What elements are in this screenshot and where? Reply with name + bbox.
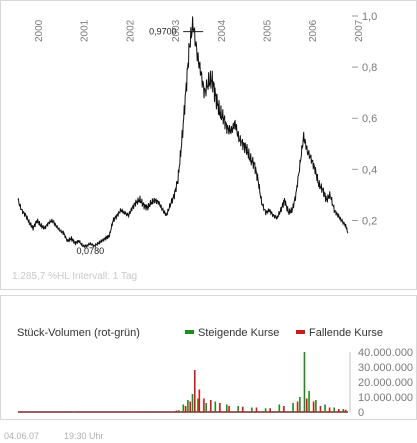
low-label: 0,0780: [77, 246, 105, 256]
price-line: [17, 16, 349, 250]
price-y-axis: 1,0 0,8 0,6 0,4 0,2: [352, 11, 377, 227]
price-x-tick-label: 2002: [125, 19, 136, 42]
volume-bars: [18, 352, 348, 413]
legend-falling-swatch: [296, 330, 305, 334]
volume-bar: [292, 403, 294, 412]
volume-bar: [324, 404, 326, 412]
volume-bar: [198, 389, 201, 412]
volume-bar: [191, 394, 194, 412]
volume-bar: [203, 398, 205, 412]
footer-date: 04.06.07: [4, 431, 39, 441]
volume-bar: [278, 404, 281, 412]
volume-bar: [308, 391, 310, 412]
volume-bar: [175, 410, 178, 412]
volume-bar: [296, 401, 299, 412]
volume-bar: [255, 407, 258, 412]
volume-bar: [328, 407, 331, 412]
volume-bar: [205, 403, 207, 412]
price-y-tick-label: 0,2: [362, 215, 377, 227]
price-x-tick-label: 2005: [263, 19, 274, 42]
volume-y-tick-label: 10.000.000: [358, 392, 413, 404]
volume-bar: [264, 408, 267, 412]
volume-bar: [241, 406, 244, 412]
volume-bar: [344, 409, 347, 412]
legend-rising: Steigende Kurse: [185, 327, 279, 339]
volume-y-tick-label: 20.000.000: [358, 377, 413, 389]
price-y-tick-label: 0,6: [362, 113, 377, 125]
volume-bar: [283, 406, 285, 412]
volume-bar: [184, 406, 187, 412]
volume-bar: [251, 407, 253, 412]
legend-falling-label: Fallende Kurse: [309, 327, 383, 339]
volume-bar: [177, 410, 180, 412]
volume-bar: [269, 408, 271, 412]
interval-info: 1.285,7 %HL Intervall: 1 Tag: [12, 271, 137, 282]
volume-bar: [342, 409, 345, 412]
volume-panel: [0, 295, 417, 420]
volume-bar: [225, 404, 228, 412]
volume-bar: [303, 352, 306, 412]
volume-bar: [214, 401, 217, 412]
volume-bar: [228, 406, 230, 412]
volume-bar: [150, 411, 153, 413]
legend-rising-label: Steigende Kurse: [198, 327, 279, 339]
legend-rising-swatch: [185, 330, 194, 334]
price-x-tick-label: 2006: [308, 19, 319, 42]
price-series: [17, 16, 349, 250]
price-annotations: 0,9700 0,0780: [77, 27, 204, 256]
legend-falling: Fallende Kurse: [296, 327, 383, 339]
volume-y-tick-label: 30.000.000: [358, 362, 413, 374]
price-y-tick-label: 1,0: [362, 11, 377, 23]
volume-bar: [193, 370, 196, 412]
volume-bar: [72, 411, 75, 413]
volume-bar: [315, 400, 317, 412]
volume-y-tick-label: 0: [358, 407, 364, 419]
footer-time: 19:30 Uhr: [64, 431, 104, 441]
price-x-tick-label: 2007: [354, 19, 365, 42]
volume-bar: [209, 400, 212, 412]
price-y-tick-label: 0,4: [362, 164, 377, 176]
price-x-tick-label: 2003: [171, 19, 182, 42]
volume-bar: [337, 409, 340, 412]
volume-bar: [305, 398, 308, 412]
volume-bar: [319, 406, 322, 412]
price-x-axis: 2000 2001 2002 2003 2004 2005 2006 2007: [34, 19, 365, 42]
price-panel: [0, 0, 417, 290]
price-x-tick-label: 2000: [34, 19, 45, 42]
volume-bar: [333, 407, 335, 412]
volume-y-tick-label: 40.000.000: [358, 347, 413, 359]
volume-bar: [312, 401, 315, 412]
volume-bar: [219, 403, 221, 412]
volume-bar: [299, 397, 301, 412]
high-label: 0,9700: [149, 27, 177, 37]
volume-bar: [132, 411, 134, 413]
volume-bar: [237, 406, 239, 412]
volume-title: Stück-Volumen (rot-grün): [17, 327, 140, 339]
price-y-tick-label: 0,8: [362, 62, 377, 74]
price-x-tick-label: 2001: [80, 19, 91, 42]
price-x-tick-label: 2004: [217, 19, 228, 42]
volume-bar: [197, 398, 199, 412]
volume-bar: [189, 401, 191, 412]
volume-y-axis: 40.000.000 30.000.000 20.000.000 10.000.000…: [349, 347, 413, 419]
volume-bar: [187, 400, 189, 412]
volume-bar: [182, 404, 185, 412]
